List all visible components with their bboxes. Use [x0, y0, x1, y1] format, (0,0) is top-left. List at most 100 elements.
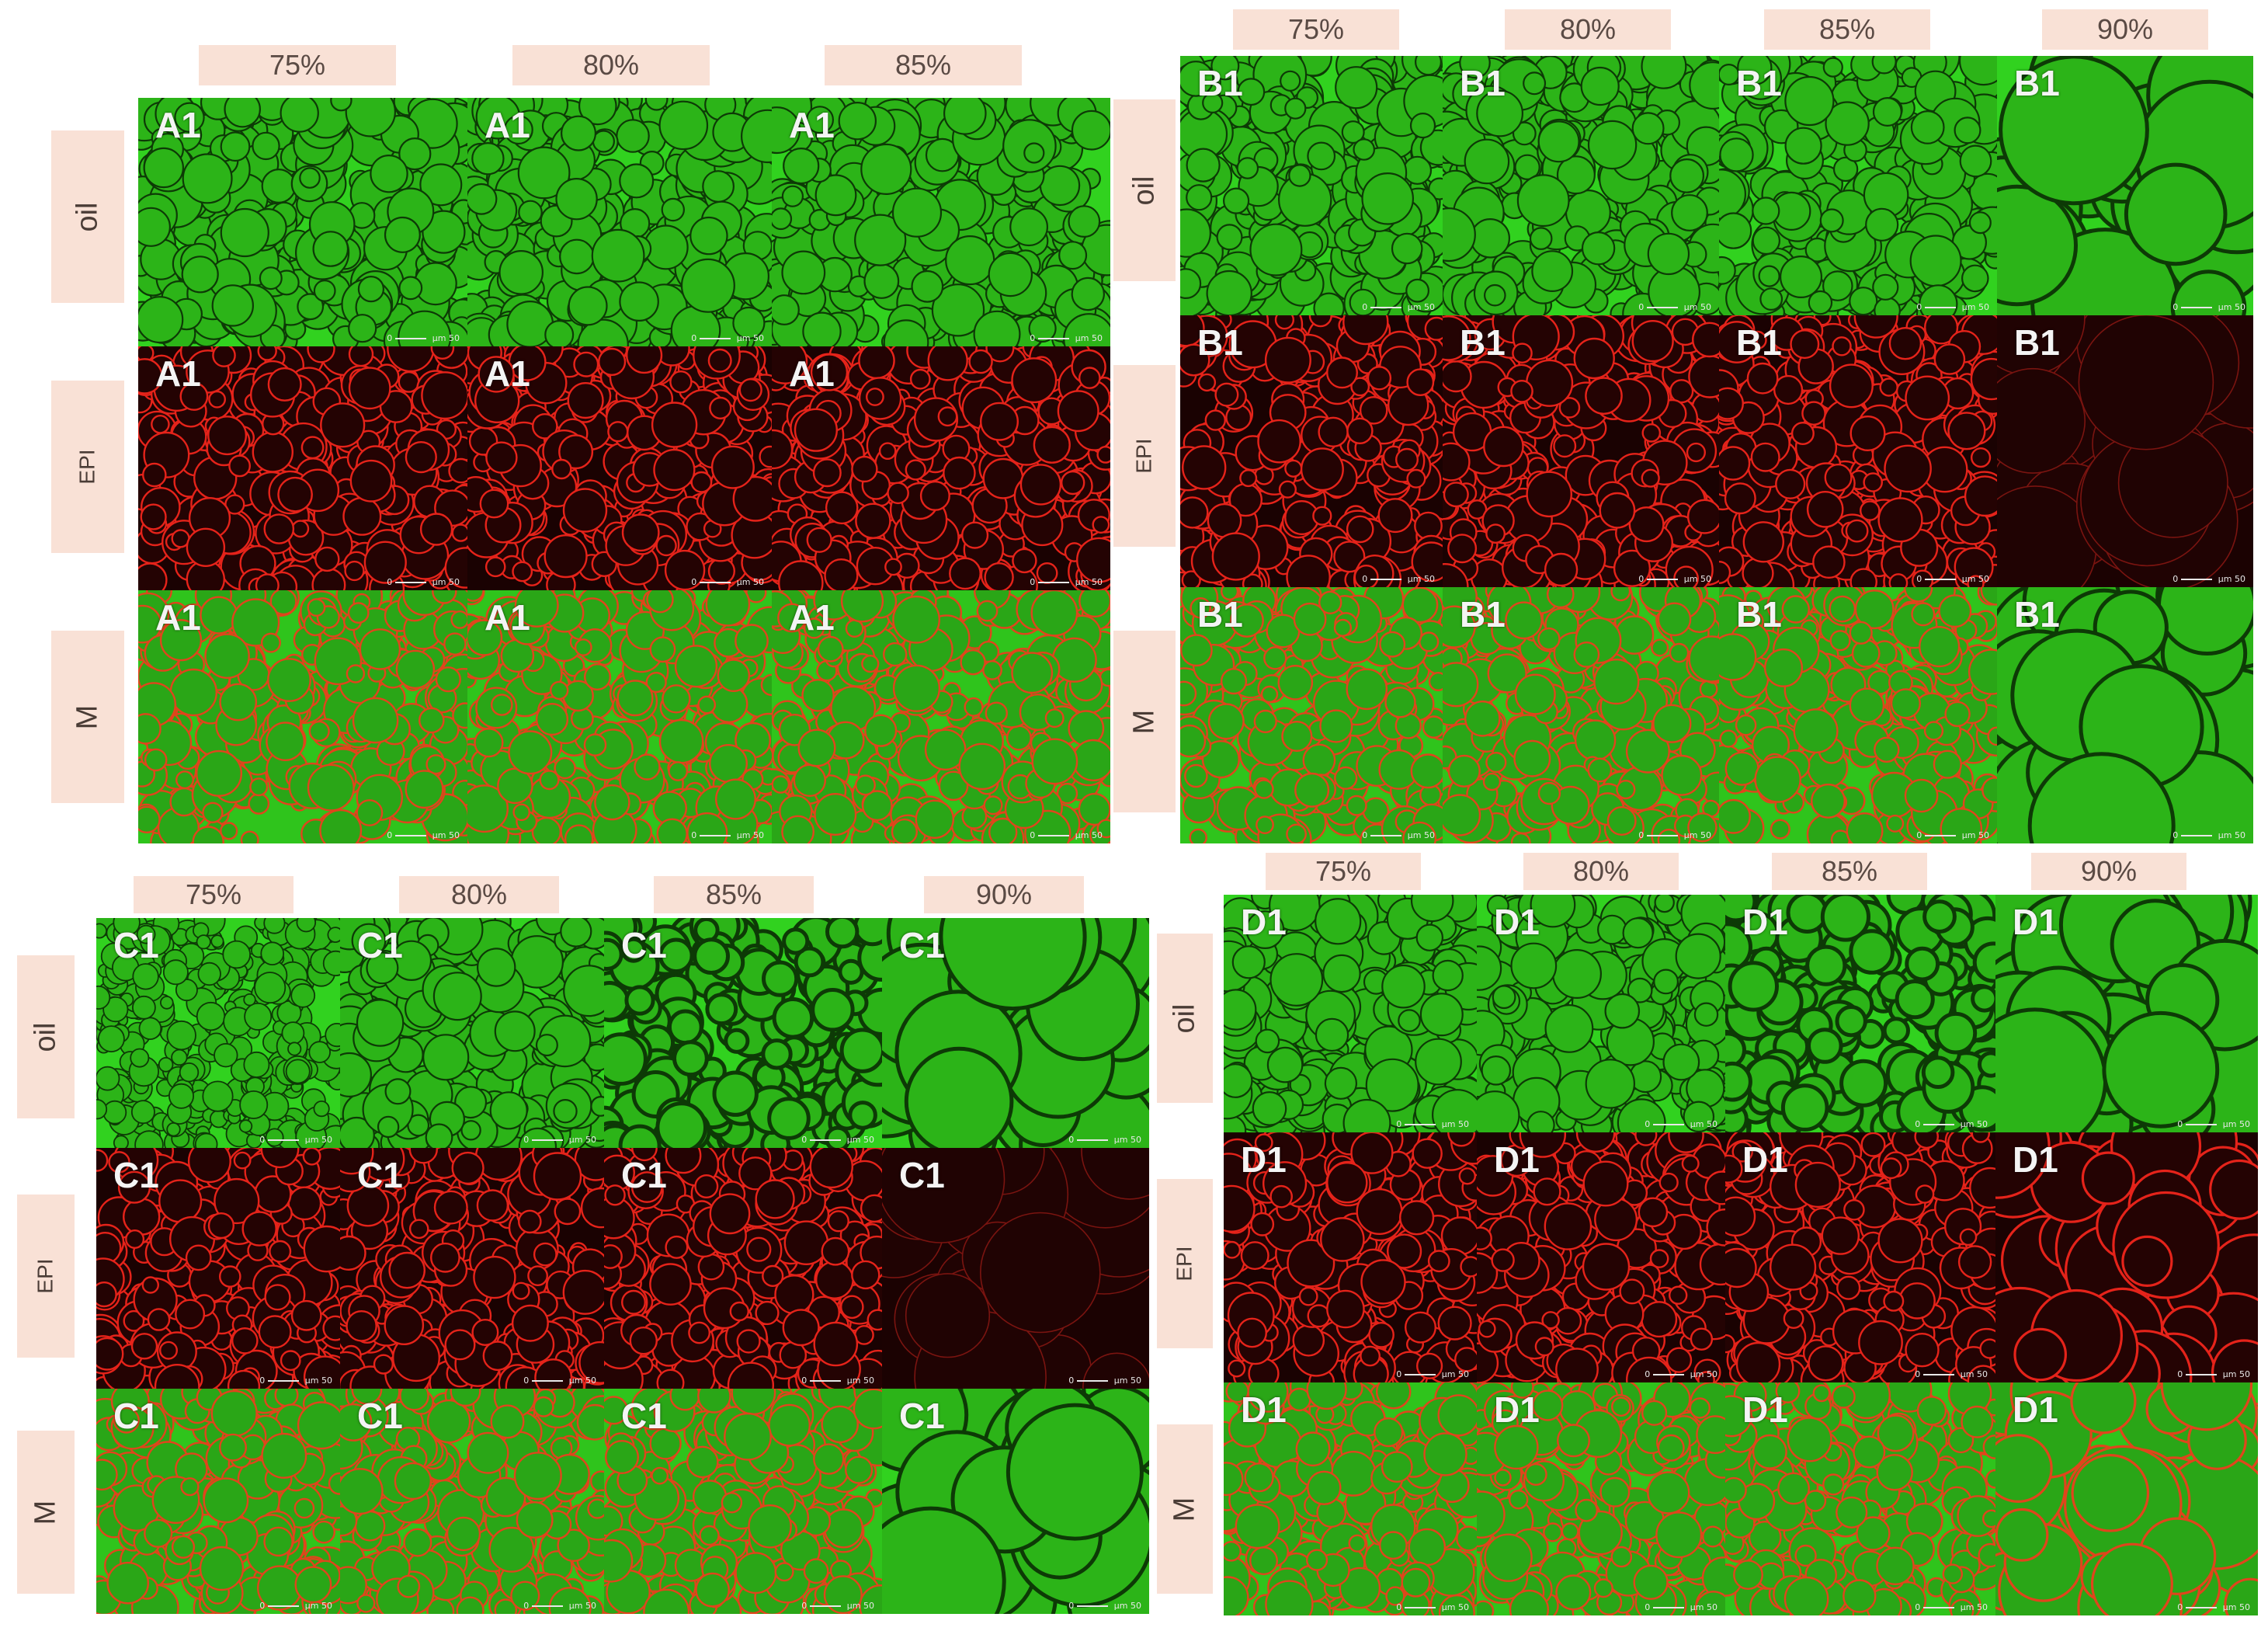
droplet [669, 370, 693, 394]
droplet [1307, 141, 1336, 171]
droplet [1009, 207, 1049, 247]
micrograph-texture [1443, 315, 1719, 587]
droplet [211, 284, 255, 327]
droplet [398, 310, 452, 346]
droplet [653, 448, 696, 492]
droplet [1971, 447, 1992, 468]
micrograph-merge: B1 0 µm 50 [1719, 587, 1997, 843]
scale-bar: 0 µm 50 [1030, 333, 1103, 343]
droplet [1260, 685, 1279, 704]
droplet [810, 353, 849, 391]
droplet [1256, 816, 1274, 834]
droplet [772, 207, 793, 231]
droplet [884, 558, 902, 576]
tile-label: B1 [1197, 63, 1243, 103]
micrograph-oil: A1 0 µm 50 [138, 98, 467, 346]
micrograph-texture [1719, 315, 1997, 587]
droplet [943, 456, 976, 490]
droplet [384, 216, 421, 253]
micrograph-texture [772, 590, 1110, 843]
droplet [968, 349, 993, 374]
tile-label: A1 [485, 105, 530, 145]
micrograph-oil: A1 0 µm 50 [467, 98, 772, 346]
droplet [291, 520, 310, 538]
droplet [1531, 250, 1574, 293]
droplet [1485, 752, 1507, 774]
droplet [1180, 680, 1197, 707]
droplet [558, 434, 594, 470]
scale-bar: 0 µm 50 [1916, 574, 1989, 584]
droplet [1523, 71, 1547, 96]
droplet [1997, 184, 2078, 307]
droplet [1424, 316, 1443, 341]
droplet [151, 415, 170, 434]
droplet [1631, 319, 1674, 363]
tile-label: A1 [789, 597, 835, 638]
droplet [1443, 794, 1481, 836]
droplet [949, 557, 981, 590]
droplet [674, 645, 718, 688]
droplet [915, 799, 955, 839]
scale-bar: 0 µm 50 [1362, 302, 1435, 312]
droplet [1402, 155, 1433, 185]
scale-bar: 0 µm 50 [691, 333, 764, 343]
micrograph-epi: A1 0 µm 50 [772, 346, 1110, 590]
micrograph-texture [467, 346, 772, 590]
droplet [1202, 92, 1224, 114]
droplet [1526, 359, 1574, 407]
tile-label: B1 [1460, 322, 1506, 363]
droplet [976, 600, 999, 622]
droplet [478, 356, 515, 393]
droplet [1190, 596, 1212, 619]
droplet [1078, 792, 1110, 826]
droplet [1333, 618, 1352, 637]
droplet [212, 346, 236, 367]
droplet [518, 200, 543, 225]
micrograph-texture [1997, 315, 2253, 587]
droplet [1253, 709, 1277, 733]
droplet [646, 590, 674, 614]
droplet [451, 523, 467, 542]
droplet [1687, 812, 1717, 843]
micrograph-epi: B1 0 µm 50 [1180, 315, 1443, 587]
droplet [141, 462, 167, 488]
droplet [1189, 828, 1207, 843]
droplet [1353, 138, 1375, 161]
droplet [1415, 56, 1442, 76]
droplet [1180, 268, 1202, 299]
droplet [797, 729, 836, 767]
row-label-epi: EPI [1113, 365, 1176, 547]
scale-bar: 0 µm 50 [1638, 574, 1711, 584]
droplet [1692, 322, 1719, 358]
droplet [1628, 506, 1665, 543]
droplet [1808, 290, 1833, 315]
droplet [422, 210, 466, 254]
droplet [1334, 766, 1358, 790]
droplet [342, 496, 382, 536]
droplet [1023, 142, 1045, 164]
droplet [1863, 472, 1883, 492]
droplet [1832, 156, 1859, 183]
tile-label: B1 [1736, 63, 1782, 103]
column-label: 75% [199, 45, 396, 85]
droplet [1057, 390, 1099, 433]
scale-bar: 0 µm 50 [1362, 574, 1435, 584]
droplet [732, 475, 772, 522]
droplet [432, 590, 457, 604]
droplet [1845, 519, 1869, 543]
droplet [1613, 549, 1652, 587]
droplet [583, 662, 611, 690]
droplet [1302, 743, 1336, 777]
droplet [927, 346, 968, 381]
droplet [697, 695, 717, 715]
droplet [937, 406, 958, 427]
droplet [448, 457, 467, 484]
droplet [1405, 278, 1430, 303]
droplet [1186, 148, 1221, 183]
droplet [1180, 343, 1210, 377]
droplet [181, 256, 219, 294]
droplet [490, 694, 513, 716]
droplet [2170, 270, 2247, 315]
droplet [549, 680, 569, 701]
droplet [938, 770, 969, 802]
